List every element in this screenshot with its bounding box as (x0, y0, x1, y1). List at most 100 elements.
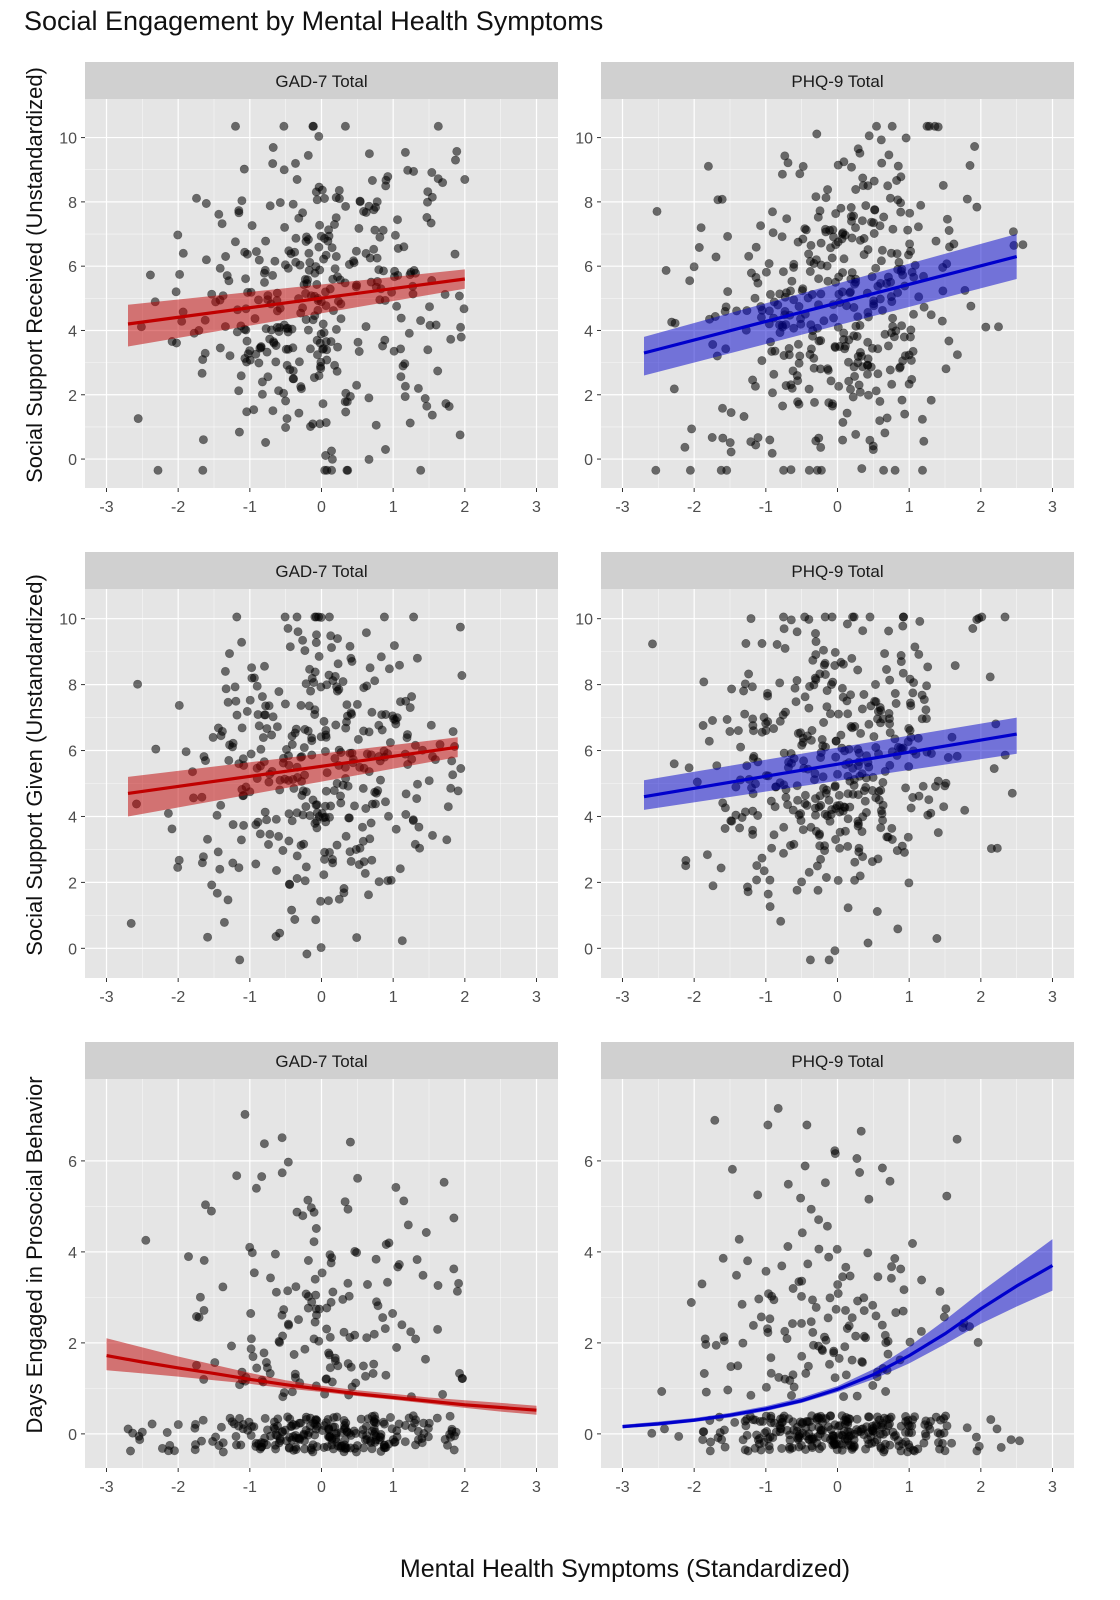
facet-label: PHQ-9 Total (791, 1052, 883, 1071)
data-point (448, 727, 458, 737)
data-point (368, 1369, 378, 1379)
data-point (400, 147, 410, 157)
data-point (847, 1444, 857, 1454)
data-point (339, 888, 349, 898)
data-point (941, 1304, 951, 1314)
data-point (861, 807, 871, 817)
data-point (268, 406, 278, 416)
data-point (227, 1417, 237, 1427)
data-point (761, 1266, 771, 1276)
data-point (404, 328, 414, 338)
x-tick-label: -3 (99, 1479, 113, 1496)
data-point (737, 1299, 747, 1309)
data-point (347, 709, 357, 719)
data-point (713, 195, 723, 205)
data-point (212, 888, 222, 898)
data-point (908, 1445, 918, 1455)
data-point (378, 1417, 388, 1427)
facet-strip (601, 62, 1074, 99)
data-point (738, 1338, 748, 1348)
data-point (781, 288, 791, 298)
data-point (800, 799, 810, 809)
data-point (817, 1346, 827, 1356)
data-point (727, 684, 737, 694)
data-point (970, 142, 980, 152)
data-point (779, 465, 789, 475)
panel-1: GAD-7 Total -3 -2 -1 0 1 2 3 0 2 4 6 8 10 (59, 62, 558, 516)
data-point (409, 612, 419, 622)
data-point (282, 360, 292, 370)
data-point (764, 259, 774, 269)
data-point (303, 325, 313, 335)
data-point (855, 1168, 865, 1178)
data-point (845, 1414, 855, 1424)
data-point (311, 1224, 321, 1234)
data-point (752, 875, 762, 885)
data-point (805, 955, 815, 965)
data-point (321, 732, 331, 742)
data-point (288, 199, 298, 209)
data-point (201, 199, 211, 209)
x-tick-label: -3 (615, 989, 629, 1006)
data-point (326, 446, 336, 456)
x-tick-label: 3 (1048, 1479, 1057, 1496)
data-point (816, 442, 826, 452)
data-point (768, 228, 778, 238)
data-point (811, 650, 821, 660)
data-point (345, 1137, 355, 1147)
data-point (940, 781, 950, 791)
data-point (213, 723, 223, 733)
data-point (877, 1163, 887, 1173)
data-point (742, 882, 752, 892)
data-point (371, 420, 381, 430)
data-point (868, 1300, 878, 1310)
data-point (262, 1425, 272, 1435)
data-point (331, 324, 341, 334)
data-point (711, 1340, 721, 1350)
data-point (931, 236, 941, 246)
data-point (218, 1447, 228, 1457)
data-point (354, 346, 364, 356)
panel-2: PHQ-9 Total -3 -2 -1 0 1 2 3 0 2 4 6 8 10 (575, 62, 1074, 516)
data-point (659, 1424, 669, 1434)
data-point (432, 1413, 442, 1423)
data-point (798, 825, 808, 835)
data-point (300, 1344, 310, 1354)
data-point (881, 1387, 891, 1397)
data-point (727, 1164, 737, 1174)
data-point (897, 1439, 907, 1449)
data-point (849, 362, 859, 372)
data-point (896, 172, 906, 182)
data-point (893, 195, 903, 205)
data-point (353, 1173, 363, 1183)
data-point (314, 242, 324, 252)
data-point (367, 707, 377, 717)
data-point (275, 928, 285, 938)
data-point (680, 442, 690, 452)
data-point (798, 234, 808, 244)
data-point (211, 1432, 221, 1442)
data-point (257, 1442, 267, 1452)
data-point (887, 379, 897, 389)
data-point (835, 843, 845, 853)
data-point (442, 835, 452, 845)
data-point (903, 832, 913, 842)
data-point (300, 646, 310, 656)
data-point (760, 1428, 770, 1438)
data-point (971, 1432, 981, 1442)
data-point (669, 384, 679, 394)
data-point (343, 1278, 353, 1288)
data-point (307, 736, 317, 746)
data-point (416, 465, 426, 475)
data-point (753, 1435, 763, 1445)
y-tick-label: 10 (59, 612, 77, 629)
y-tick-label: 6 (584, 259, 593, 276)
data-point (239, 820, 249, 830)
x-tick-label: -2 (171, 989, 185, 1006)
data-point (402, 733, 412, 743)
data-point (879, 1413, 889, 1423)
data-point (753, 1190, 763, 1200)
data-point (806, 1204, 816, 1214)
data-point (828, 677, 838, 687)
data-point (412, 1255, 422, 1265)
